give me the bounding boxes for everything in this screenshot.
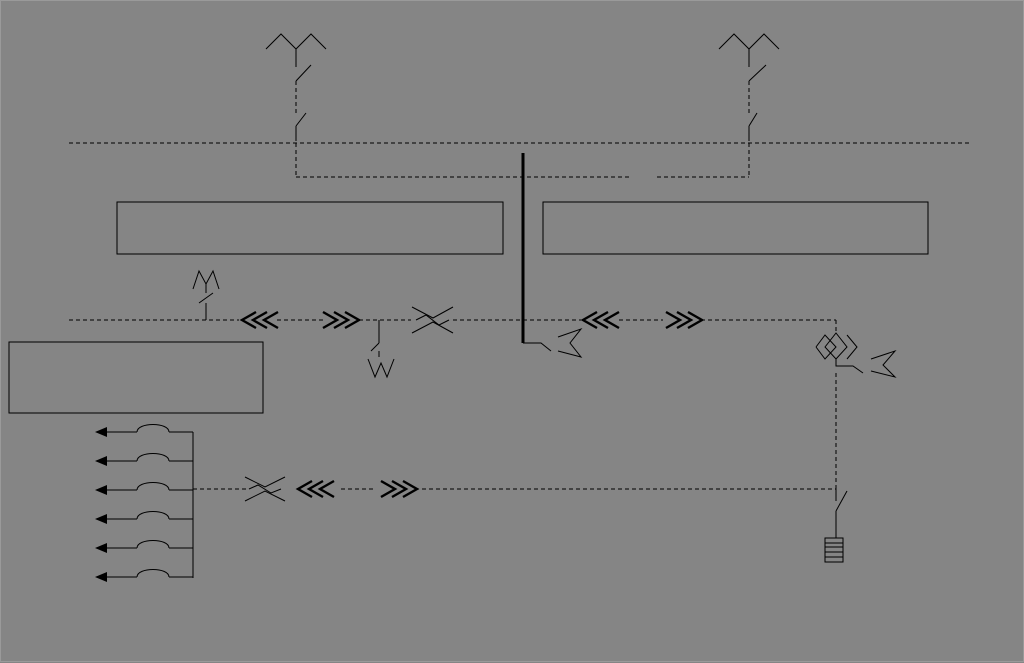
chevron-open-icon [580,310,620,330]
tap-symbol-icon [192,269,220,320]
zigzag-symbol-icon [557,327,583,358]
panel-box-right [542,201,929,255]
arrow-left-icon [95,485,107,495]
outgoing-feeders [95,424,194,582]
load-w-icon [367,358,395,379]
feeder-row [95,569,193,582]
chevron-close-icon [665,310,705,330]
fuse-arc-icon [136,453,170,462]
feeder-row [95,453,193,466]
zigzag-symbol-icon [870,349,897,378]
panel-box-lower [8,341,264,414]
feeder-row [95,540,193,553]
arrow-left-icon [95,427,107,437]
main-riser [521,153,583,358]
chevron-open-icon [295,479,335,499]
incoming-line-right [718,33,780,141]
chevron-close-icon [322,310,362,330]
arrow-left-icon [95,514,107,524]
switch-symbol-icon [295,112,307,141]
incoming-line-left [265,33,327,141]
fuse-arc-icon [136,540,170,549]
fuse-arc-icon [136,482,170,491]
feeder-row [95,424,193,437]
fuse-arc-icon [136,569,170,578]
feeder-row [95,482,193,495]
right-riser [815,320,897,489]
battery-icon [824,537,844,563]
switch-symbol-icon [295,64,312,113]
panel-box-left [116,201,504,255]
arrow-left-icon [95,572,107,582]
chevron-close-icon [380,479,420,499]
fuse-arc-icon [136,511,170,520]
crossover-icon [244,476,286,502]
fuse-arc-icon [136,424,170,433]
upper-distribution [295,143,750,178]
chevron-open-icon [239,310,279,330]
diamond-coupler-icon [815,332,858,360]
antenna-symbol-icon [265,33,327,67]
arrow-left-icon [95,456,107,466]
arrow-left-icon [95,543,107,553]
switch-symbol-icon [748,64,767,113]
battery-feeder [824,489,848,563]
feeder-row [95,511,193,524]
switch-symbol-icon [748,112,758,141]
crossover-icon [411,306,454,334]
branch-load-symbol [367,320,395,379]
antenna-symbol-icon [718,33,780,67]
